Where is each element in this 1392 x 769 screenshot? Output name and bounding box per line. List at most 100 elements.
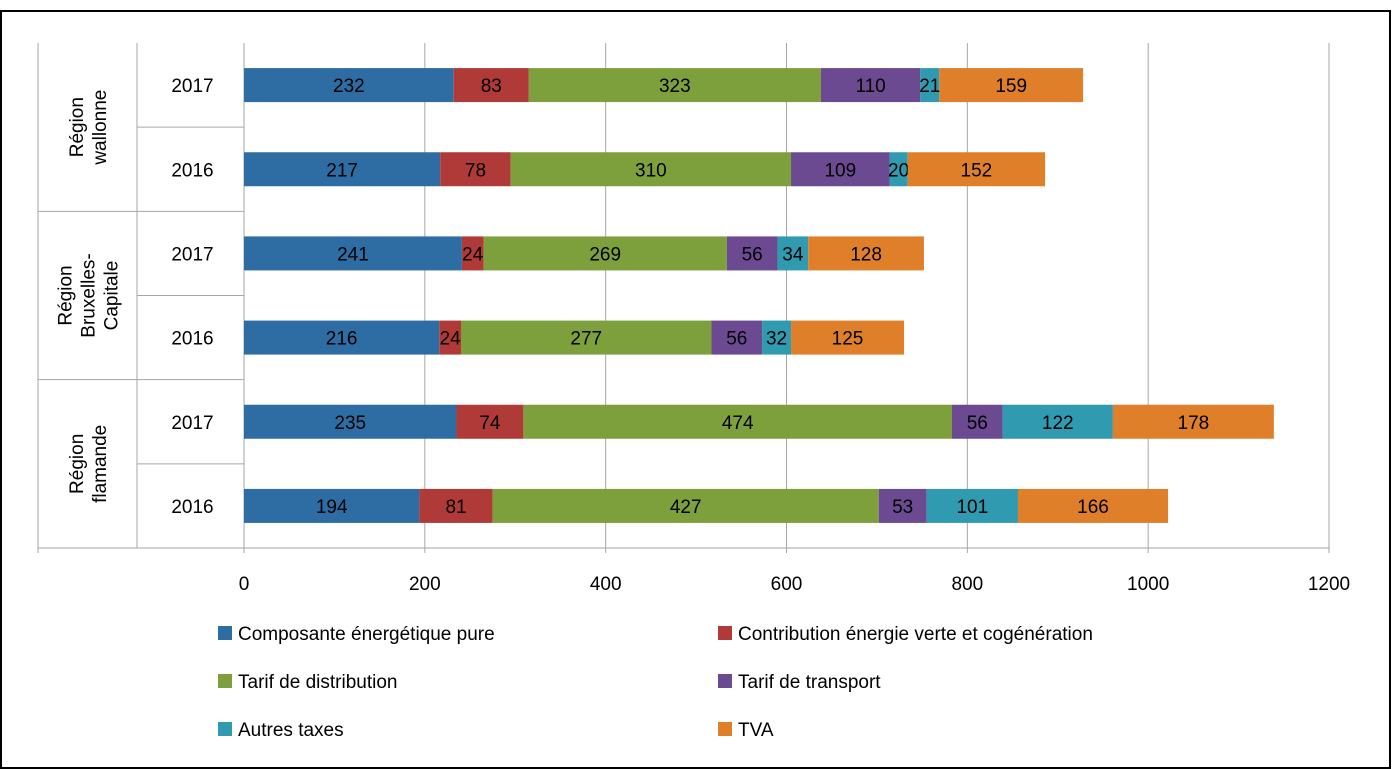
data-label: 241 — [337, 244, 369, 265]
bar-segment — [939, 68, 1084, 103]
bar-segment — [1002, 404, 1113, 439]
bar-segment — [244, 320, 440, 355]
bar-segment — [820, 68, 921, 103]
bar-segment — [244, 404, 457, 439]
bar-segment — [951, 404, 1003, 439]
data-label: 166 — [1077, 497, 1109, 518]
group-label: Région wallonne — [67, 90, 111, 166]
data-label: 74 — [479, 413, 501, 434]
group-label: Région Bruxelles- Capitale — [56, 253, 123, 337]
data-label: 110 — [855, 76, 885, 97]
data-label: 427 — [670, 497, 702, 518]
bar-segment — [244, 488, 420, 523]
bar-segment — [791, 152, 890, 187]
bar-segment — [244, 152, 441, 187]
legend-label: Autres taxes — [238, 720, 344, 741]
data-label: 217 — [326, 160, 358, 181]
data-label: 34 — [782, 244, 804, 265]
bar-segment — [244, 68, 454, 103]
category-label: 2016 — [171, 160, 213, 181]
bar-segment — [510, 152, 792, 187]
data-label: 32 — [766, 329, 787, 350]
legend-label: Tarif de transport — [738, 672, 881, 693]
data-label: 474 — [722, 413, 754, 434]
bar-segment — [726, 236, 778, 271]
bar-segment — [791, 320, 905, 355]
data-label: 24 — [462, 244, 484, 265]
chart-outer-border — [0, 10, 1391, 769]
data-label: 109 — [824, 160, 856, 181]
data-label: 323 — [659, 76, 691, 97]
bar-segment — [889, 152, 908, 187]
bar-segment — [1017, 488, 1169, 523]
x-tick-label: 0 — [239, 574, 250, 595]
data-label: 178 — [1178, 413, 1210, 434]
bar-segment — [244, 236, 462, 271]
x-tick-label: 400 — [590, 574, 622, 595]
bar-segment — [523, 404, 952, 439]
group-label-line: Capitale — [102, 261, 123, 331]
legend-swatch — [718, 674, 732, 688]
data-label: 194 — [316, 497, 348, 518]
category-label: 2017 — [171, 76, 213, 97]
data-label: 152 — [961, 160, 993, 181]
legend-swatch — [718, 722, 732, 736]
data-label: 78 — [465, 160, 486, 181]
data-label: 277 — [570, 329, 602, 350]
bar-segment — [456, 404, 524, 439]
data-label: 81 — [445, 497, 466, 518]
legend-swatch — [218, 674, 232, 688]
data-label: 159 — [995, 76, 1027, 97]
x-tick-label: 800 — [951, 574, 983, 595]
legend-label: TVA — [738, 720, 774, 741]
x-tick-label: 600 — [771, 574, 803, 595]
bar-segment — [528, 68, 821, 103]
x-tick-label: 200 — [409, 574, 441, 595]
group-label-line: wallonne — [90, 90, 111, 166]
bar-segment — [711, 320, 763, 355]
legend-label: Contribution énergie verte et cogénérati… — [738, 624, 1093, 645]
data-label: 56 — [967, 413, 988, 434]
legend-label: Tarif de distribution — [238, 672, 397, 693]
category-label: 2017 — [171, 413, 213, 434]
data-label: 122 — [1042, 413, 1074, 434]
data-label: 235 — [334, 413, 366, 434]
group-label: Région flamande — [67, 425, 111, 503]
data-label: 101 — [956, 497, 988, 518]
data-label: 216 — [326, 329, 358, 350]
bar-segment — [461, 320, 712, 355]
bar-segment — [762, 320, 792, 355]
legend-label: Composante énergétique pure — [238, 624, 495, 645]
data-label: 24 — [440, 329, 462, 350]
data-label: 83 — [481, 76, 502, 97]
legend-swatch — [718, 626, 732, 640]
data-label: 310 — [635, 160, 667, 181]
group-label-line: Région — [67, 97, 88, 157]
data-label: 125 — [832, 329, 864, 350]
x-tick-label: 1200 — [1308, 574, 1350, 595]
bar-segment — [920, 68, 940, 103]
data-label: 269 — [589, 244, 621, 265]
group-label-line: Bruxelles- — [79, 253, 100, 337]
data-label: 21 — [919, 76, 940, 97]
category-label: 2016 — [171, 329, 213, 350]
bar-segment — [419, 488, 493, 523]
bar-segment — [483, 236, 727, 271]
group-label-line: flamande — [90, 425, 111, 503]
x-tick-label: 1000 — [1127, 574, 1169, 595]
bar-segment — [808, 236, 924, 271]
data-label: 128 — [850, 244, 882, 265]
bar-segment — [492, 488, 879, 523]
data-label: 20 — [888, 160, 909, 181]
group-label-line: Région — [67, 434, 88, 494]
legend-swatch — [218, 722, 232, 736]
group-label-line: Région — [56, 265, 77, 325]
bar-segment — [461, 236, 484, 271]
data-label: 232 — [333, 76, 365, 97]
bar-segment — [777, 236, 809, 271]
data-label: 56 — [742, 244, 763, 265]
legend-swatch — [218, 626, 232, 640]
bar-segment — [1112, 404, 1274, 439]
category-label: 2016 — [171, 497, 213, 518]
